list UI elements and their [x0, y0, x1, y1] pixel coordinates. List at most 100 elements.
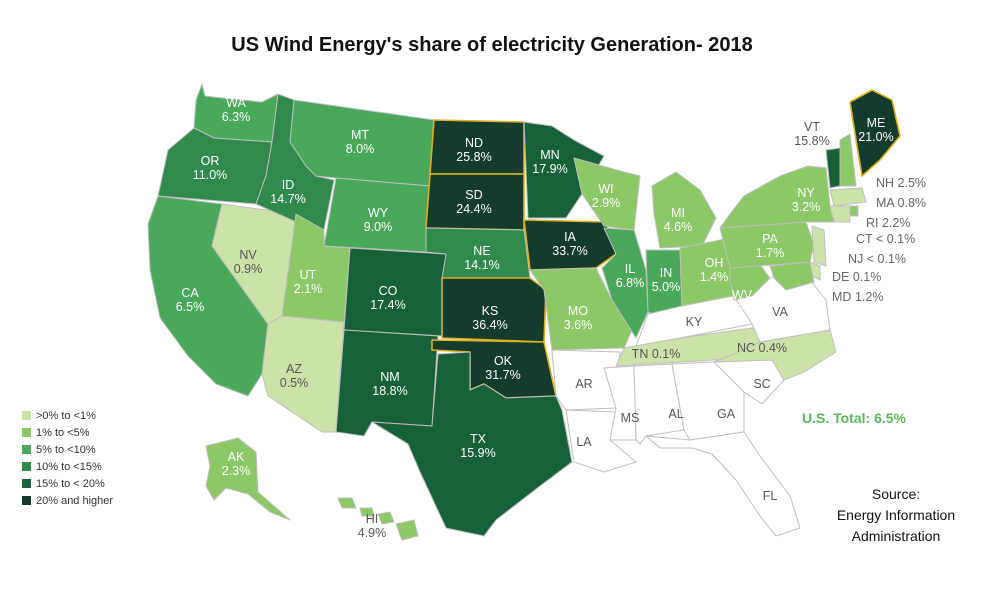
state-abbr: OR [200, 154, 220, 168]
state-label-ks: KS 36.4% [472, 304, 507, 332]
state-abbr: ND [464, 136, 484, 150]
state-label-sc: SC [753, 377, 770, 391]
state-abbr: OH [704, 256, 724, 270]
state-label-la: LA [576, 435, 591, 449]
state-value: 15.8% [794, 134, 830, 148]
state-value: 14.1% [464, 258, 500, 272]
state-abbr: NV [239, 248, 257, 262]
state-abbr: ME [866, 116, 886, 130]
state-label-de: DE 0.1% [832, 270, 881, 284]
source-line-1: Source: [871, 486, 921, 502]
state-label-ga: GA [717, 407, 735, 421]
state-ak [205, 437, 291, 521]
state-abbr: MN [540, 148, 560, 162]
state-value: 6.5% [175, 300, 205, 314]
state-value: 0.4% [755, 341, 788, 355]
state-hi [337, 497, 357, 509]
state-value: 1.7% [755, 246, 785, 260]
state-abbr: SD [465, 188, 483, 202]
state-value: 0.5% [279, 376, 309, 390]
state-abbr: RI [866, 216, 879, 230]
state-abbr: CO [378, 284, 398, 298]
state-label-tn: TN 0.1% [632, 347, 681, 361]
state-value: 2.3% [221, 464, 251, 478]
legend-swatch [22, 445, 31, 454]
state-value: 11.0% [192, 168, 228, 182]
state-value: 17.9% [532, 162, 568, 176]
state-abbr: ID [281, 178, 295, 192]
state-hi-island-2 [377, 511, 395, 525]
state-label-vt: VT 15.8% [794, 120, 829, 148]
state-label-nv: NV 0.9% [234, 248, 263, 276]
legend-item: 1% to <5% [22, 424, 113, 441]
legend-label: 1% to <5% [36, 426, 90, 439]
state-abbr: CA [181, 286, 199, 300]
state-abbr: VT [804, 120, 820, 134]
legend-label: 15% to < 20% [36, 477, 105, 490]
map-title: US Wind Energy's share of electricity Ge… [231, 34, 753, 56]
state-value: 2.5% [897, 176, 927, 190]
state-abbr: WV [731, 288, 753, 302]
state-abbr: FL [762, 489, 778, 503]
state-label-az: AZ 0.5% [280, 362, 309, 390]
legend-item: 5% to <10% [22, 441, 113, 458]
source-line-2: Energy Information [836, 507, 956, 523]
state-value: 2.9% [591, 196, 621, 210]
state-mi [651, 171, 717, 249]
state-value: 25.8% [456, 150, 492, 164]
state-abbr: MT [350, 128, 370, 142]
legend-label: 10% to <15% [36, 460, 102, 473]
state-ct [829, 205, 851, 223]
state-value: 17.4% [370, 298, 406, 312]
state-abbr: DE [832, 270, 850, 284]
state-value: 1.2% [854, 290, 884, 304]
state-label-il: IL 6.8% [616, 262, 645, 290]
state-abbr: HI [365, 512, 379, 526]
state-label-ut: UT 2.1% [294, 268, 323, 296]
state-abbr: TN [631, 347, 649, 361]
state-abbr: NC [736, 341, 756, 355]
state-value: 5.0% [651, 280, 681, 294]
legend-label: 20% and higher [36, 494, 114, 507]
state-value: 18.8% [372, 384, 408, 398]
state-label-oh: OH 1.4% [700, 256, 729, 284]
legend-item: 20% and higher [22, 492, 113, 509]
state-label-ok: OK 31.7% [485, 354, 520, 382]
state-label-co: CO 17.4% [370, 284, 405, 312]
state-abbr: MI [671, 206, 685, 220]
state-value: 31.7% [485, 368, 521, 382]
state-hi-island-3 [395, 519, 419, 541]
state-label-nd: ND 25.8% [456, 136, 491, 164]
state-abbr: MA [876, 196, 895, 210]
state-label-mn: MN 17.9% [532, 148, 567, 176]
legend-swatch [22, 411, 31, 420]
state-value: 4.6% [663, 220, 693, 234]
state-value: 33.7% [552, 244, 588, 258]
legend-item: 15% to < 20% [22, 475, 113, 492]
state-abbr: LA [576, 435, 592, 449]
state-label-ca: CA 6.5% [176, 286, 205, 314]
state-abbr: WI [598, 182, 614, 196]
state-mo [529, 267, 633, 351]
state-ms [603, 365, 637, 441]
legend-item: 10% to <15% [22, 458, 113, 475]
state-abbr: IL [624, 262, 636, 276]
state-abbr: IA [564, 230, 576, 244]
state-label-wa: WA 6.3% [222, 96, 251, 124]
state-abbr: PA [762, 232, 778, 246]
state-hi-island-1 [359, 507, 375, 517]
state-ar [551, 349, 621, 411]
legend-item: >0% to <1% [22, 407, 113, 424]
state-label-wv: WV 2.7% [728, 288, 757, 316]
source-note: Source: Energy Information Administratio… [814, 484, 978, 547]
state-value: 21.0% [858, 130, 894, 144]
state-value: 3.6% [563, 318, 593, 332]
state-me [849, 89, 901, 177]
state-abbr: WA [226, 96, 246, 110]
state-label-ky: KY [686, 315, 703, 329]
state-value: 4.9% [357, 526, 387, 540]
state-abbr: MD [832, 290, 852, 304]
state-md [769, 261, 815, 291]
us-total-label: U.S. Total: 6.5% [802, 410, 906, 426]
